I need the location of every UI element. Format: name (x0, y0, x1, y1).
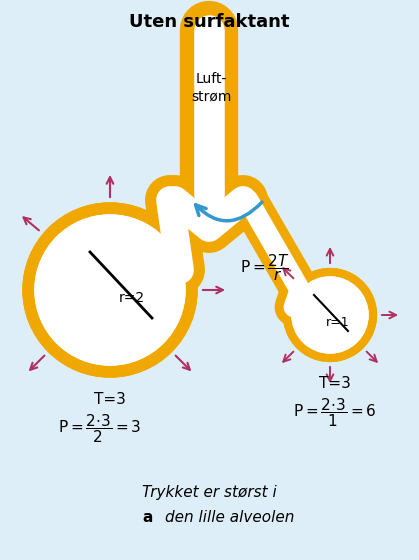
Text: $\mathrm{P}=\dfrac{2{\cdot}3}{2}=3$: $\mathrm{P}=\dfrac{2{\cdot}3}{2}=3$ (58, 413, 142, 445)
Circle shape (35, 215, 185, 365)
Circle shape (35, 215, 185, 365)
Text: Uten surfaktant: Uten surfaktant (129, 13, 290, 31)
Text: a: a (142, 511, 153, 525)
Text: den lille alveolen: den lille alveolen (165, 511, 294, 525)
Text: T=3: T=3 (94, 391, 126, 407)
FancyArrowPatch shape (196, 202, 262, 221)
Circle shape (23, 203, 197, 377)
Circle shape (284, 269, 376, 361)
Text: T=3: T=3 (319, 376, 351, 390)
Text: Luft-
strøm: Luft- strøm (191, 72, 231, 104)
Text: r=2: r=2 (119, 291, 145, 305)
Circle shape (23, 203, 197, 377)
Circle shape (284, 269, 376, 361)
Text: $\mathrm{P}=\dfrac{2{\cdot}3}{1}=6$: $\mathrm{P}=\dfrac{2{\cdot}3}{1}=6$ (293, 396, 377, 430)
Circle shape (292, 277, 368, 353)
Text: r=1: r=1 (326, 316, 350, 329)
Text: Trykket er størst i: Trykket er størst i (142, 484, 277, 500)
Circle shape (292, 277, 368, 353)
Text: $\mathrm{P}=\dfrac{2T}{r}$: $\mathrm{P}=\dfrac{2T}{r}$ (240, 253, 290, 283)
